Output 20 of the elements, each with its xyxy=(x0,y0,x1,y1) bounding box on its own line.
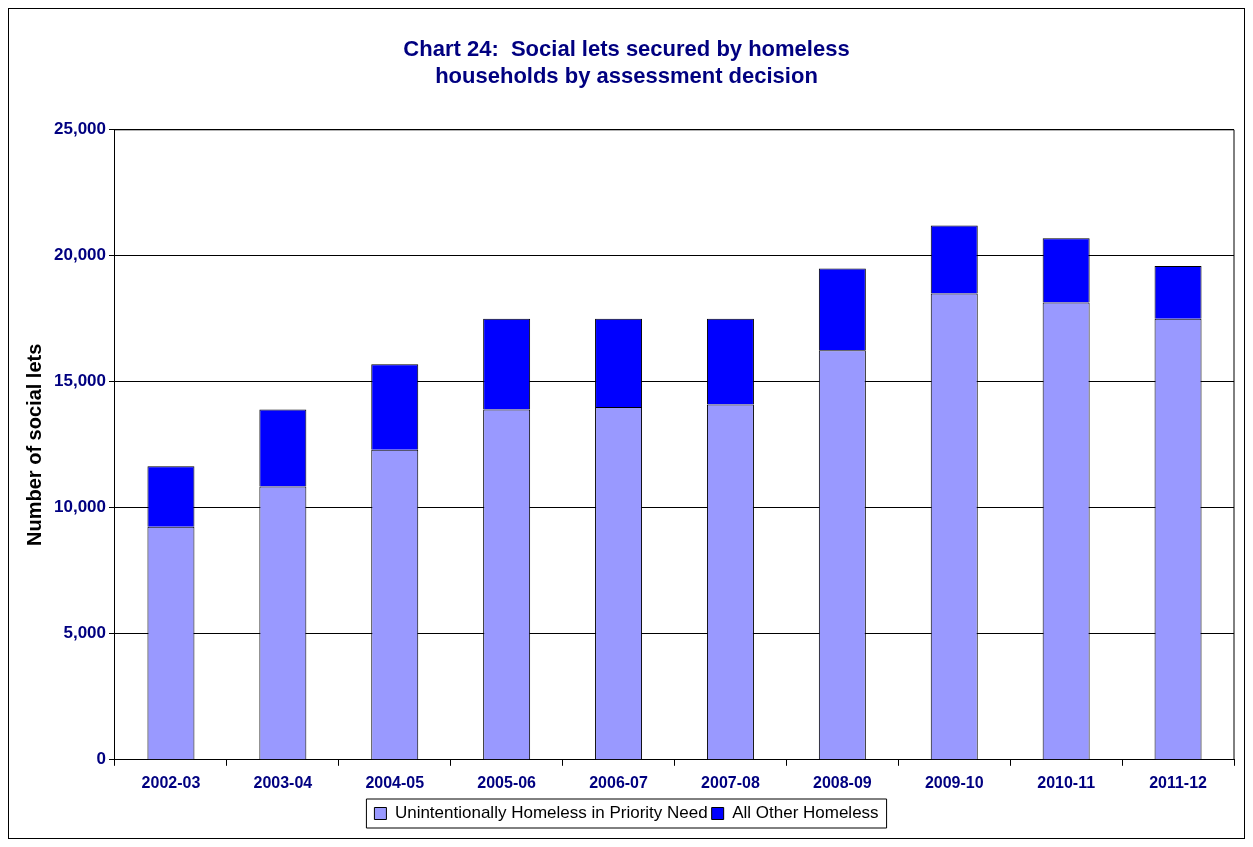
y-tick-label: 10,000 xyxy=(54,497,106,517)
y-tick-label: 25,000 xyxy=(54,119,106,139)
x-tick-label: 2009-10 xyxy=(924,773,984,791)
legend-label: Unintentionally Homeless in Priority Need xyxy=(394,803,708,823)
y-tick-label: 15,000 xyxy=(54,371,106,391)
y-tick-label: 0 xyxy=(96,749,106,769)
x-tick-label: 2008-09 xyxy=(812,773,872,791)
y-tick-label: 20,000 xyxy=(54,245,106,265)
x-tick-label: 2007-08 xyxy=(701,773,760,791)
x-tick-label: 2004-05 xyxy=(365,773,425,791)
legend-label: All Other Homeless xyxy=(732,803,879,823)
x-tick-label: 2005-06 xyxy=(477,773,537,791)
x-tick-label: 2011-12 xyxy=(1149,773,1208,791)
y-axis-title: Number of social lets xyxy=(22,343,45,546)
chart-title: Chart 24: Social lets secured by homeless households by assessment decision xyxy=(403,36,850,88)
x-tick-label: 2003-04 xyxy=(253,773,313,791)
x-tick-label: 2006-07 xyxy=(589,773,649,791)
y-tick-label: 5,000 xyxy=(63,623,106,643)
x-tick-label: 2010-11 xyxy=(1037,773,1096,791)
x-tick-label: 2002-03 xyxy=(141,773,201,791)
